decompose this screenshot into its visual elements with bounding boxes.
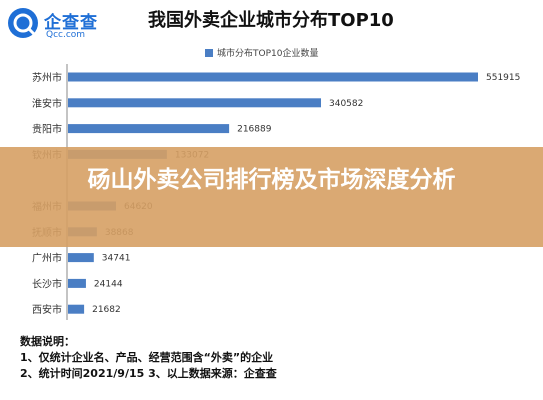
category-label: 西安市 [32, 303, 62, 316]
bar-value-label: 21682 [92, 305, 121, 315]
category-label: 苏州市 [32, 71, 62, 84]
bar-value-label: 24144 [94, 279, 123, 289]
legend-swatch [205, 48, 213, 57]
bar-value-label: 34741 [102, 254, 131, 264]
category-label: 长沙市 [32, 277, 62, 290]
bar [68, 98, 322, 108]
legend-label: 城市分布TOP10企业数量 [217, 49, 319, 59]
notes-line-1: 1、仅统计企业名、产品、经营范围含“外卖”的企业 [20, 351, 274, 364]
qcc-logo-icon [8, 8, 38, 38]
headline-banner: 砀山外卖公司排行榜及市场深度分析 [0, 147, 543, 247]
brand-name: 企查查 [44, 13, 98, 33]
category-label: 淮安市 [32, 97, 62, 110]
notes-title: 数据说明： [20, 335, 75, 348]
category-label: 广州市 [32, 252, 62, 265]
data-notes: 数据说明： 1、仅统计企业名、产品、经营范围含“外卖”的企业 2、统计时间202… [20, 334, 277, 382]
bar-value-label: 551915 [486, 73, 520, 83]
chart-title: 我国外卖企业城市分布TOP10 [148, 10, 394, 31]
category-label: 贵阳市 [32, 123, 62, 136]
bar [68, 253, 94, 263]
chart-legend: 城市分布TOP10企业数量 [205, 46, 318, 59]
bar [68, 124, 230, 134]
bar [68, 304, 85, 314]
bar-value-label: 216889 [237, 125, 272, 135]
bar [68, 72, 478, 82]
qcc-logo: 企查查 Qcc.com [6, 6, 118, 42]
bar-value-label: 340582 [329, 99, 363, 109]
brand-sub: Qcc.com [46, 30, 86, 40]
bar [68, 278, 86, 288]
notes-line-2: 2、统计时间2021/9/15 3、以上数据来源：企查查 [20, 367, 277, 380]
